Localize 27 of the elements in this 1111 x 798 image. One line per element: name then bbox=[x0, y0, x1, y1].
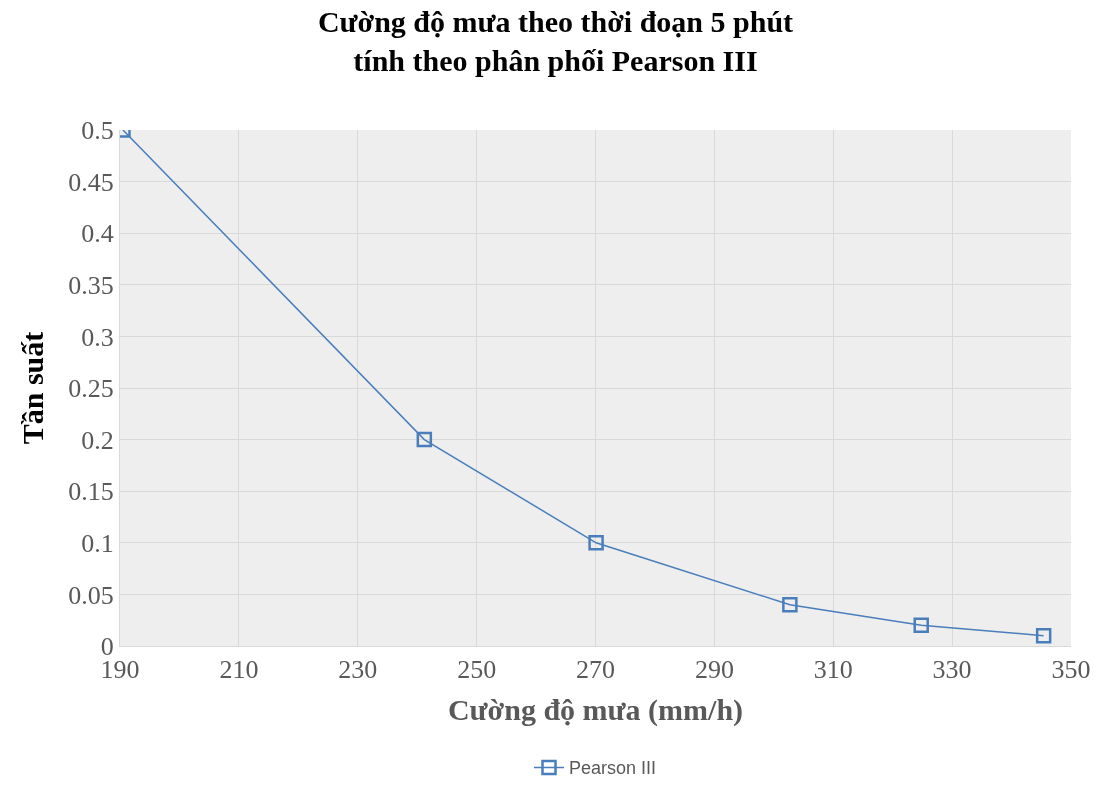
x-tick-label: 250 bbox=[457, 655, 497, 685]
y-tick-label: 0.3 bbox=[81, 322, 114, 352]
y-tick-label: 0.4 bbox=[81, 219, 114, 249]
x-tick-label: 330 bbox=[932, 655, 972, 685]
y-tick-label: 0.1 bbox=[81, 528, 114, 558]
x-tick-label: 350 bbox=[1051, 655, 1091, 685]
y-tick-label: 0.5 bbox=[81, 116, 114, 146]
x-tick-label: 230 bbox=[338, 655, 378, 685]
x-tick-label: 210 bbox=[219, 655, 259, 685]
point bbox=[416, 431, 433, 448]
y-tick-label: 0.45 bbox=[68, 167, 114, 197]
y-tick-label: 0.2 bbox=[81, 425, 114, 455]
point bbox=[588, 535, 604, 551]
y-axis-title: Tần suất bbox=[16, 331, 50, 445]
x-tick-label: 310 bbox=[813, 655, 853, 685]
y-tick-label: 0.15 bbox=[68, 477, 114, 507]
y-tick-label: 0.05 bbox=[68, 580, 114, 610]
x-tick-label: 290 bbox=[694, 655, 734, 685]
point bbox=[782, 596, 798, 613]
x-axis-title: Cường độ mưa (mm/h) bbox=[447, 692, 744, 727]
point bbox=[913, 617, 929, 634]
legend-label: Pearson III bbox=[569, 758, 657, 779]
y-tick-label: 0.25 bbox=[68, 374, 114, 404]
y-tick-label: 0.35 bbox=[68, 270, 114, 300]
chart-title: Cường độ mưa theo thời đoạn 5 phút tính theo phân phối Pearson III bbox=[317, 4, 794, 77]
point bbox=[1035, 627, 1052, 644]
x-tick-label: 270 bbox=[576, 655, 615, 685]
